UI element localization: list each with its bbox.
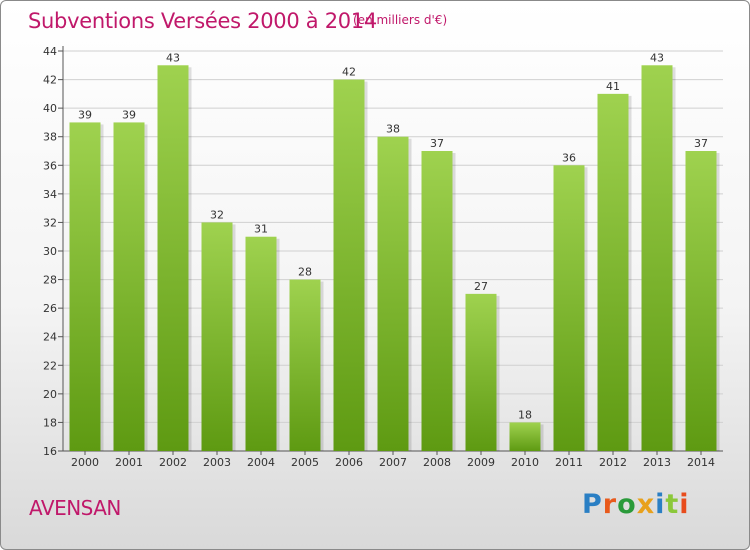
proxiti-logo[interactable]: Proxiti	[582, 489, 690, 520]
x-tick-label: 2005	[291, 456, 319, 469]
bar	[201, 222, 233, 451]
y-tick-label: 34	[43, 188, 57, 201]
bar	[333, 79, 365, 452]
y-tick-label: 32	[43, 216, 57, 229]
x-tick-label: 2001	[115, 456, 143, 469]
logo-letter: x	[636, 489, 656, 520]
logo-letter: r	[602, 489, 618, 520]
bar-value-label: 41	[606, 80, 620, 93]
x-tick-label: 2006	[335, 456, 363, 469]
logo-letter: P	[582, 489, 603, 520]
x-tick-label: 2009	[467, 456, 495, 469]
bar	[465, 293, 497, 451]
bar-value-label: 32	[210, 208, 224, 221]
bar	[289, 279, 321, 451]
x-tick-label: 2012	[599, 456, 627, 469]
x-tick-label: 2008	[423, 456, 451, 469]
y-tick-label: 18	[43, 416, 57, 429]
x-tick-label: 2002	[159, 456, 187, 469]
bar-value-label: 43	[650, 51, 664, 64]
town-name: AVENSAN	[29, 496, 121, 520]
bar	[685, 151, 717, 451]
x-tick-label: 2000	[71, 456, 99, 469]
bar	[113, 122, 145, 451]
y-tick-label: 44	[43, 45, 57, 58]
x-tick-label: 2013	[643, 456, 671, 469]
x-tick-label: 2014	[687, 456, 715, 469]
y-tick-label: 40	[43, 102, 57, 115]
x-tick-label: 2004	[247, 456, 275, 469]
bar-value-label: 37	[694, 137, 708, 150]
bar-value-label: 18	[518, 408, 532, 421]
data-labels: 39 39 43 32 31 28 42 38 37 27 18 36 41 43 37	[78, 51, 708, 421]
chart-title: Subventions Versées 2000 à 2014	[28, 9, 377, 33]
y-tick-label: 26	[43, 302, 57, 315]
x-tick-label: 2010	[511, 456, 539, 469]
logo-letter: t	[665, 489, 680, 520]
bar-value-label: 39	[78, 108, 92, 121]
bar	[377, 136, 409, 451]
x-tick-label: 2007	[379, 456, 407, 469]
bar	[641, 65, 673, 452]
bar-value-label: 31	[254, 223, 268, 236]
logo-letter: i	[679, 489, 690, 520]
bar-value-label: 39	[122, 108, 136, 121]
y-tick-label: 30	[43, 245, 57, 258]
y-tick-label: 20	[43, 388, 57, 401]
bar-value-label: 38	[386, 123, 400, 136]
bar-value-label: 42	[342, 66, 356, 79]
bar-value-label: 37	[430, 137, 444, 150]
x-tick-label: 2003	[203, 456, 231, 469]
x-tick-label: 2011	[555, 456, 583, 469]
bar	[509, 422, 541, 451]
y-tick-label: 42	[43, 74, 57, 87]
y-tick-label: 22	[43, 359, 57, 372]
bar-value-label: 28	[298, 266, 312, 279]
y-tick-label: 24	[43, 331, 57, 344]
y-tick-label: 28	[43, 274, 57, 287]
logo-letter: i	[655, 489, 666, 520]
bars	[69, 65, 720, 452]
y-tick-label: 16	[43, 445, 57, 458]
bar	[157, 65, 189, 452]
bar	[245, 236, 277, 451]
bar	[553, 165, 585, 452]
bar	[597, 93, 629, 451]
chart-subtitle: (en milliers d'€)	[353, 13, 448, 27]
bar-value-label: 27	[474, 280, 488, 293]
logo-letter: o	[617, 489, 637, 520]
y-tick-label: 36	[43, 159, 57, 172]
bar-value-label: 36	[562, 151, 576, 164]
y-tick-label: 38	[43, 131, 57, 144]
bar-value-label: 43	[166, 51, 180, 64]
bar	[69, 122, 101, 451]
bar	[421, 151, 453, 451]
